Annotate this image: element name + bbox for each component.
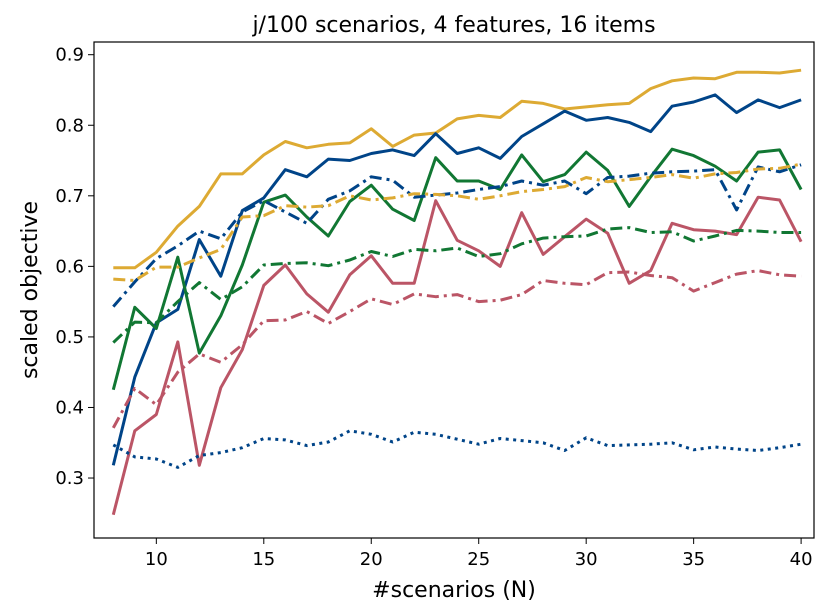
series-line-3	[111, 147, 803, 391]
series-line-4	[111, 195, 803, 516]
series-line-6	[113, 162, 802, 282]
series-line-9	[112, 429, 802, 469]
x-axis-label: #scenarios (N)	[372, 578, 536, 603]
x-tick-label: 30	[575, 549, 598, 570]
plot-lines	[111, 68, 803, 516]
x-tick-label: 40	[790, 549, 813, 570]
y-tick-label: 0.3	[55, 468, 84, 489]
y-tick-label: 0.7	[55, 186, 84, 207]
series-line-2	[111, 93, 802, 466]
x-tick-label: 25	[467, 549, 490, 570]
series-line-8	[111, 269, 802, 429]
x-axis: 10 15 20 25 30 35 40	[145, 538, 813, 570]
y-tick-label: 0.6	[55, 256, 84, 277]
x-tick-label: 15	[252, 549, 275, 570]
chart-title: j/100 scenarios, 4 features, 16 items	[251, 13, 655, 38]
x-tick-label: 20	[360, 549, 383, 570]
series-line-7	[112, 226, 802, 344]
y-tick-label: 0.9	[55, 45, 84, 66]
series-line-5	[112, 163, 802, 308]
y-axis-label: scaled objective	[18, 201, 43, 379]
x-tick-label: 10	[145, 549, 168, 570]
x-tick-label: 35	[682, 549, 705, 570]
y-tick-label: 0.4	[55, 397, 84, 418]
plot-frame	[93, 41, 815, 539]
series-line-1	[113, 68, 802, 270]
y-tick-label: 0.5	[55, 327, 84, 348]
y-tick-label: 0.8	[55, 115, 84, 136]
y-axis: 0.3 0.4 0.5 0.6 0.7 0.8 0.9	[55, 45, 94, 489]
